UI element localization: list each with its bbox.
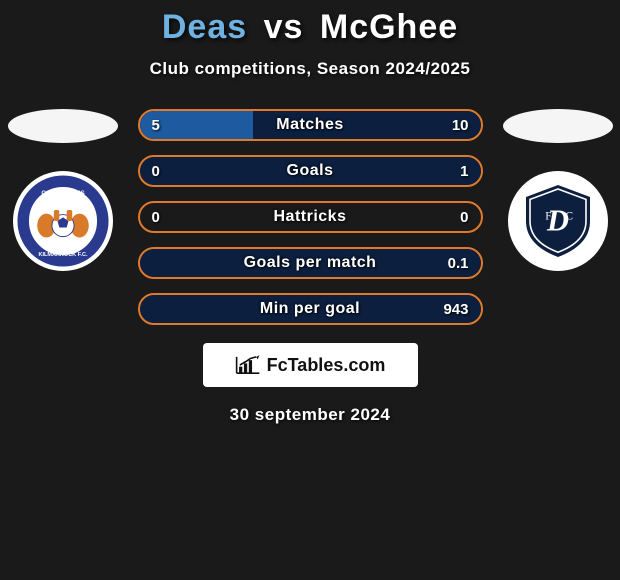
svg-text:C: C <box>565 210 572 222</box>
title-player1: Deas <box>162 8 247 46</box>
comparison-card: Deas vs McGhee Club competitions, Season… <box>0 0 620 425</box>
stat-value-right: 943 <box>443 301 468 318</box>
player2-column: D F C <box>498 109 618 271</box>
stat-row: 0Hattricks0 <box>138 201 483 233</box>
subtitle: Club competitions, Season 2024/2025 <box>150 59 471 79</box>
stat-row: 0Goals1 <box>138 155 483 187</box>
kilmarnock-crest-icon: CONFIDEMUS KILMARNOCK F.C. <box>17 175 109 267</box>
stat-label: Hattricks <box>140 208 481 226</box>
stat-value-right: 0.1 <box>448 255 469 272</box>
stat-label: Min per goal <box>140 300 481 318</box>
stat-label: Goals per match <box>140 254 481 272</box>
page-title: Deas vs McGhee <box>162 8 458 47</box>
brand-box[interactable]: FcTables.com <box>203 343 418 387</box>
svg-text:KILMARNOCK F.C.: KILMARNOCK F.C. <box>38 252 87 258</box>
player1-silhouette <box>8 109 118 143</box>
stats-column: 5Matches100Goals10Hattricks0Goals per ma… <box>138 109 483 325</box>
stat-label: Matches <box>140 116 481 134</box>
svg-text:CONFIDEMUS: CONFIDEMUS <box>41 190 85 197</box>
svg-text:F: F <box>545 210 551 222</box>
main-row: CONFIDEMUS KILMARNOCK F.C. 5Matches100Go… <box>0 109 620 325</box>
player1-column: CONFIDEMUS KILMARNOCK F.C. <box>3 109 123 271</box>
player2-silhouette <box>503 109 613 143</box>
stat-row: Min per goal943 <box>138 293 483 325</box>
stat-label: Goals <box>140 162 481 180</box>
stat-row: 5Matches10 <box>138 109 483 141</box>
date-line: 30 september 2024 <box>230 405 391 425</box>
title-player2: McGhee <box>320 8 458 46</box>
title-vs: vs <box>264 8 304 46</box>
brand-text: FcTables.com <box>267 355 386 376</box>
stat-value-right: 1 <box>460 163 468 180</box>
stat-row: Goals per match0.1 <box>138 247 483 279</box>
player2-club-badge: D F C <box>508 171 608 271</box>
dundee-crest-icon: D F C <box>518 181 598 261</box>
player1-club-badge: CONFIDEMUS KILMARNOCK F.C. <box>13 171 113 271</box>
stat-value-right: 10 <box>452 117 469 134</box>
stat-value-right: 0 <box>460 209 468 226</box>
chart-icon <box>235 354 261 376</box>
